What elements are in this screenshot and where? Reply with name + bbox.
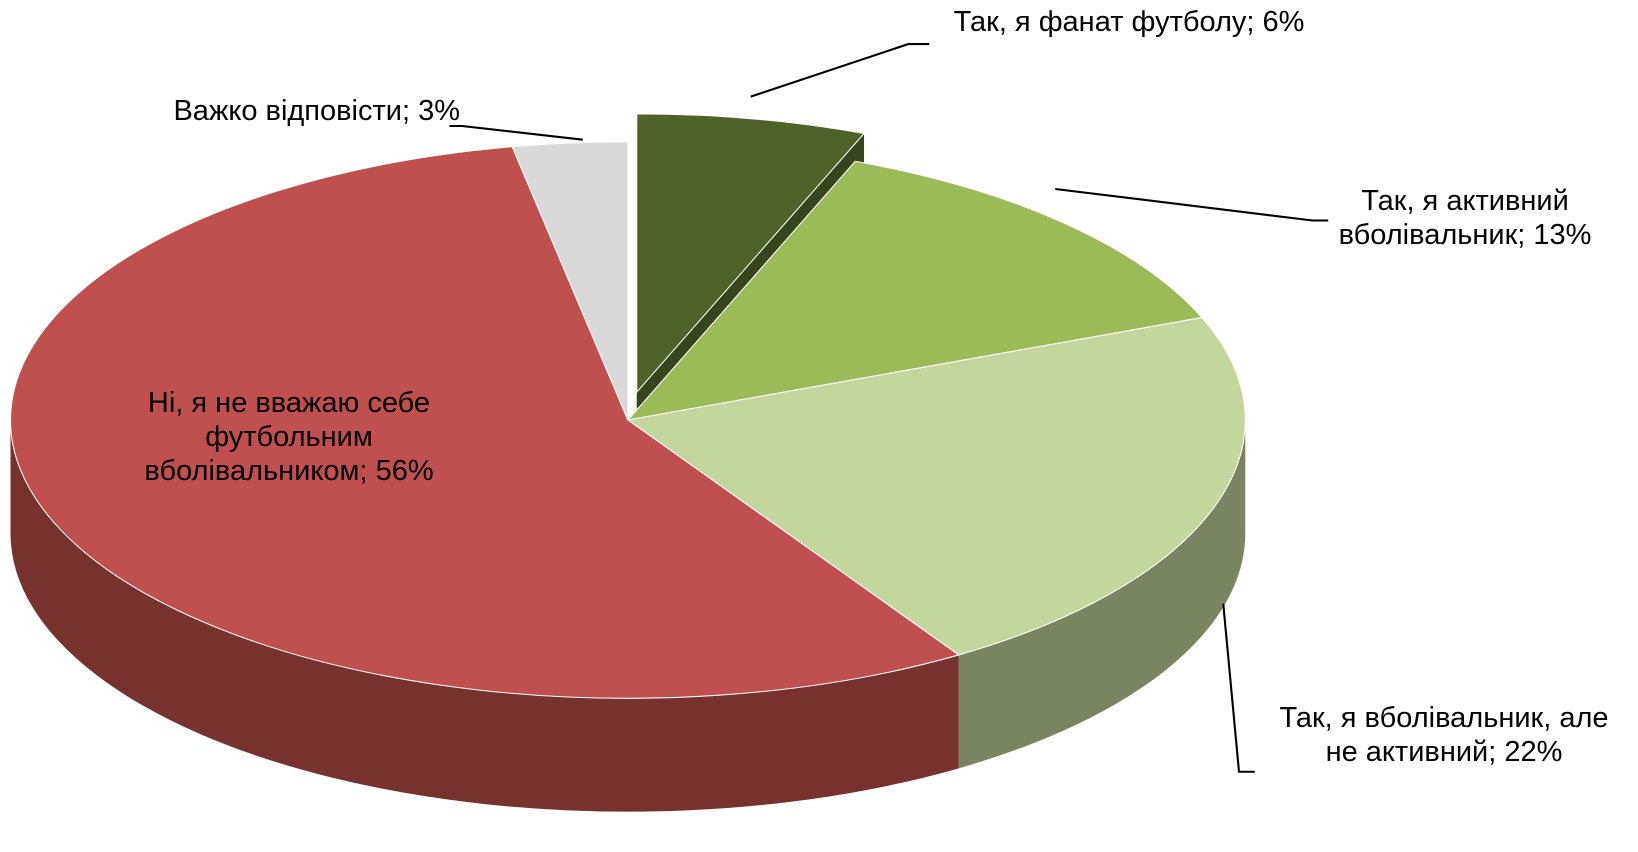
- data-label: Ні, я не вважаю себе футбольним вболівал…: [144, 387, 434, 487]
- leader-line: [449, 124, 583, 141]
- data-label: Так, я активний вболівальник; 13%: [1338, 185, 1592, 251]
- slice-side: [10, 419, 959, 812]
- data-label: Важко відповісти; 3%: [173, 95, 460, 127]
- slice: [626, 317, 1246, 656]
- leader-line: [750, 43, 930, 98]
- slice: [636, 113, 866, 394]
- slice: [9, 146, 960, 699]
- leader-line: [1222, 603, 1255, 773]
- slice-side: [958, 419, 1246, 769]
- leader-line: [1055, 187, 1329, 222]
- pie: [9, 43, 1329, 812]
- data-label: Так, я фанат футболу; 6%: [953, 6, 1305, 38]
- data-label: Так, я вболівальник, але не активний; 22…: [1279, 702, 1609, 768]
- slice: [511, 141, 629, 421]
- slice: [626, 160, 1203, 421]
